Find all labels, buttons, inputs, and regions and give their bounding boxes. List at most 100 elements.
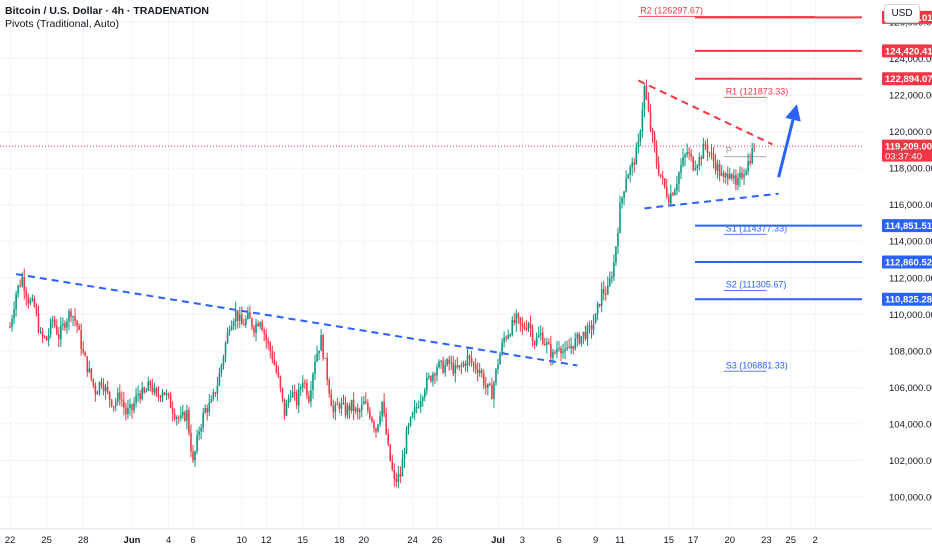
candle-body bbox=[60, 325, 62, 340]
candle-body bbox=[444, 365, 446, 373]
candle-body bbox=[452, 362, 455, 374]
candle-body bbox=[501, 342, 503, 355]
candle-body bbox=[393, 469, 396, 479]
candle-body bbox=[141, 387, 143, 400]
candle-body bbox=[88, 368, 91, 373]
candle-body bbox=[291, 392, 294, 398]
candle-body bbox=[621, 197, 623, 204]
price-axis[interactable]: 100,000.00 102,000.00 104,000.00 106,000.00… bbox=[862, 0, 932, 550]
candle-body bbox=[653, 134, 656, 148]
candle-body bbox=[625, 178, 627, 192]
candle-body bbox=[119, 392, 121, 400]
candle-body bbox=[682, 157, 684, 166]
candle-body bbox=[751, 148, 753, 164]
candle-body bbox=[519, 317, 522, 324]
candle-body bbox=[204, 407, 206, 413]
candle-body bbox=[98, 382, 101, 393]
falling-trendline bbox=[15, 273, 578, 367]
candle-body bbox=[729, 174, 731, 179]
candle-body bbox=[277, 372, 280, 377]
x-tick-label: 2 bbox=[813, 535, 818, 546]
price-badge bbox=[882, 292, 932, 306]
candle-body bbox=[251, 318, 253, 328]
candle-body bbox=[308, 395, 310, 402]
candle-body bbox=[631, 162, 633, 168]
indicator-legend[interactable]: Pivots (Traditional, Auto) bbox=[5, 18, 119, 30]
candle-body bbox=[66, 321, 68, 328]
candle-body bbox=[312, 374, 314, 391]
candle-body bbox=[9, 327, 11, 329]
candle-body bbox=[19, 285, 21, 287]
time-axis[interactable]: 22 25 28 Jun 4 6 10 12 15 18 20 24 26 Jul 3 6 9 11 15 17 20 2… bbox=[0, 528, 932, 550]
candle-body bbox=[326, 357, 328, 380]
symbol-title: Bitcoin / U.S. Dollar · 4h · TRADENATION bbox=[5, 5, 209, 17]
trendlines[interactable] bbox=[15, 79, 801, 367]
candle-body bbox=[232, 321, 235, 327]
candle-body bbox=[151, 385, 154, 393]
candle-body bbox=[267, 340, 270, 344]
candle-body bbox=[80, 329, 82, 350]
candle-body bbox=[434, 374, 436, 376]
candle-body bbox=[137, 393, 139, 396]
candle-body bbox=[472, 362, 475, 365]
candle-body bbox=[661, 176, 664, 179]
candle-body bbox=[216, 385, 219, 394]
candle-body bbox=[230, 326, 233, 330]
candle-body bbox=[684, 154, 686, 158]
candle-body bbox=[566, 347, 568, 349]
candle-body bbox=[397, 474, 400, 482]
x-tick-label: 22 bbox=[5, 535, 16, 546]
candle-body bbox=[558, 348, 560, 350]
candle-body bbox=[241, 314, 243, 325]
currency-selector[interactable]: USD bbox=[884, 4, 920, 23]
candle-body bbox=[454, 365, 457, 374]
candles bbox=[9, 79, 755, 489]
candle-body bbox=[92, 378, 95, 386]
candle-body bbox=[440, 360, 442, 362]
candle-body bbox=[218, 372, 221, 386]
candle-body bbox=[655, 147, 658, 165]
candle-body bbox=[206, 407, 209, 413]
candle-body bbox=[147, 381, 150, 391]
candle-body bbox=[381, 401, 383, 417]
candle-body bbox=[617, 232, 619, 247]
candle-body bbox=[649, 111, 652, 130]
y-tick-label: 106,000.00 bbox=[889, 383, 932, 394]
candle-body bbox=[159, 396, 162, 398]
candle-body bbox=[293, 392, 296, 394]
candle-body bbox=[255, 323, 257, 333]
candle-body bbox=[548, 342, 550, 345]
candle-body bbox=[283, 398, 286, 416]
candle-body bbox=[369, 410, 371, 418]
candle-body bbox=[417, 407, 420, 409]
candle-body bbox=[127, 408, 129, 415]
candle-body bbox=[700, 156, 703, 159]
candle-body bbox=[385, 413, 387, 434]
candle-body bbox=[676, 183, 678, 191]
candle-body bbox=[289, 397, 292, 399]
candle-body bbox=[450, 362, 453, 364]
candle-body bbox=[651, 129, 654, 135]
candle-body bbox=[165, 393, 168, 396]
candle-body bbox=[373, 421, 375, 429]
pivot-label-r2: R2 (126297.67) bbox=[640, 6, 703, 16]
candle-body bbox=[704, 143, 707, 145]
candle-body bbox=[224, 343, 227, 357]
candle-body bbox=[212, 392, 215, 400]
candle-body bbox=[29, 299, 32, 304]
candle-body bbox=[243, 324, 245, 326]
candle-body bbox=[720, 173, 723, 176]
candle-body bbox=[403, 453, 406, 460]
candle-body bbox=[198, 431, 200, 436]
candle-body bbox=[712, 153, 715, 162]
candle-body bbox=[222, 356, 225, 365]
candle-body bbox=[352, 399, 355, 412]
candle-body bbox=[281, 388, 284, 399]
candle-body bbox=[670, 193, 672, 204]
candle-body bbox=[210, 399, 213, 403]
candle-body bbox=[21, 276, 23, 287]
price-countdown: 03:37:40 bbox=[885, 152, 922, 163]
candle-body bbox=[645, 86, 648, 100]
